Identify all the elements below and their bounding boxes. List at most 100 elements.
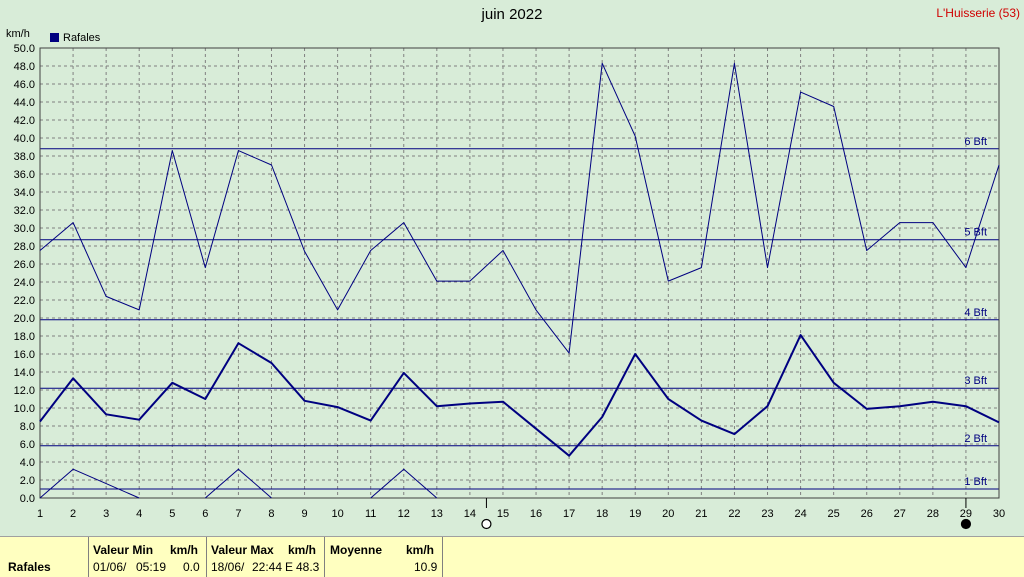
legend-label: Rafales [63,32,101,44]
min-value: 0.0 [183,560,200,574]
footer-max-cell: Valeur Max km/h 18/06/ 22:44 E 48.3 [206,537,325,577]
legend-swatch [50,33,59,42]
y-tick-label: 26.0 [14,259,35,271]
y-tick-label: 24.0 [14,277,35,289]
series-lines [39,62,1000,499]
grid [39,47,1000,499]
x-tick-label: 11 [365,508,376,520]
y-tick-label: 30.0 [14,223,35,235]
y-tick-label: 18.0 [14,331,35,343]
max-value: 48.3 [296,560,320,574]
x-tick-label: 12 [398,508,410,520]
y-tick-label: 38.0 [14,151,35,163]
x-tick-label: 24 [794,508,806,520]
x-tick-label: 9 [301,508,307,520]
x-tick-label: 30 [993,508,1005,520]
series-line-max [39,62,1000,354]
y-tick-label: 36.0 [14,169,35,181]
moon-phases [481,498,972,530]
x-tick-label: 6 [202,508,208,520]
y-tick-label: 22.0 [14,295,35,307]
y-tick-label: 28.0 [14,241,35,253]
x-tick-label: 4 [136,508,142,520]
gust-chart: 1 Bft 2 Bft 3 Bft 4 Bft 5 Bft 6 Bft 0.0 2.0 4.0… [14,43,1006,530]
chart-title: juin 2022 [481,6,543,23]
x-tick-label: 18 [596,508,608,520]
y-tick-label: 0.0 [20,493,35,505]
x-tick-label: 22 [728,508,740,520]
y-tick-label: 40.0 [14,133,35,145]
series-line-min [370,468,438,499]
beaufort-label: 5 Bft [964,227,987,239]
x-tick-label: 21 [695,508,707,520]
plot-frame [39,47,1000,499]
max-date: 18/06/ [211,560,245,574]
y-tick-label: 12.0 [14,385,35,397]
footer-label-cell: Rafales [0,537,89,577]
y-tick-label: 16.0 [14,349,35,361]
min-unit: km/h [170,543,199,557]
min-date: 01/06/ [93,560,127,574]
x-tick-label: 13 [431,508,443,520]
beaufort-lines: 1 Bft 2 Bft 3 Bft 4 Bft 5 Bft 6 Bft [40,136,999,490]
footer-min-cell: Valeur Min km/h 01/06/ 05:19 0.0 [88,537,207,577]
x-tick-label: 19 [629,508,641,520]
x-tick-label: 16 [530,508,542,520]
series-line-mean [39,334,1000,457]
x-tick-label: 14 [464,508,476,520]
axes: 0.0 2.0 4.0 6.0 8.0 10.0 12.0 14.0 16.0 18.0 20.0 2… [14,43,1006,520]
y-unit-label: km/h [6,28,30,40]
max-dir: E [285,560,294,574]
x-tick-label: 20 [662,508,674,520]
y-tick-label: 6.0 [20,439,35,451]
x-tick-label: 23 [761,508,773,520]
mean-header: Moyenne [330,543,383,557]
y-tick-label: 44.0 [14,97,35,109]
x-tick-label: 28 [927,508,939,520]
x-tick-label: 17 [563,508,575,520]
max-header: Valeur Max [211,543,274,557]
beaufort-label: 2 Bft [964,433,987,445]
min-time: 05:19 [136,560,167,574]
x-tick-label: 29 [960,508,972,520]
x-tick-label: 7 [235,508,241,520]
x-tick-label: 26 [861,508,873,520]
y-tick-label: 32.0 [14,205,35,217]
stats-footer: Rafales Valeur Min km/h 01/06/ 05:19 0.0… [0,536,1024,577]
footer-row-label: Rafales [8,560,51,574]
beaufort-label: 1 Bft [964,476,987,488]
beaufort-label: 6 Bft [964,136,987,148]
y-tick-label: 10.0 [14,403,35,415]
x-tick-label: 1 [37,508,43,520]
beaufort-label: 4 Bft [964,307,987,319]
mean-unit: km/h [406,543,435,557]
new-moon-icon [960,518,972,530]
y-tick-label: 46.0 [14,79,35,91]
y-tick-label: 2.0 [20,475,35,487]
x-tick-label: 15 [497,508,509,520]
y-tick-label: 4.0 [20,457,35,469]
footer-mean-cell: Moyenne km/h 10.9 [324,537,443,577]
y-tick-label: 8.0 [20,421,35,433]
legend: Rafales [50,32,100,44]
full-moon-icon [481,518,492,530]
series-line-min [39,468,140,499]
x-tick-label: 2 [70,508,76,520]
min-header: Valeur Min [93,543,154,557]
x-tick-label: 3 [103,508,109,520]
beaufort-label: 3 Bft [964,375,987,387]
series-line-min [204,468,272,499]
y-tick-label: 14.0 [14,367,35,379]
y-tick-label: 50.0 [14,43,35,55]
x-tick-label: 8 [268,508,274,520]
x-tick-label: 25 [828,508,840,520]
y-tick-label: 20.0 [14,313,35,325]
x-tick-label: 10 [331,508,343,520]
max-unit: km/h [288,543,317,557]
y-tick-label: 42.0 [14,115,35,127]
y-tick-label: 48.0 [14,61,35,73]
mean-value: 10.9 [414,560,438,574]
location-label: L'Huisserie (53) [936,6,1020,20]
y-tick-label: 34.0 [14,187,35,199]
x-tick-label: 5 [169,508,175,520]
